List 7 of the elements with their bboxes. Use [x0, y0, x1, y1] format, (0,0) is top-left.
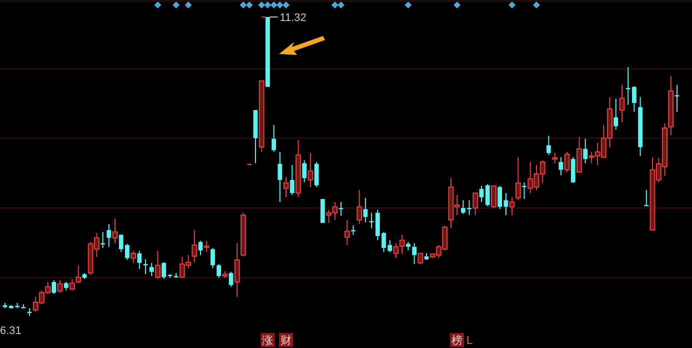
- annotation: 11.32: [280, 12, 306, 24]
- annotation: 11.32: [261, 12, 306, 24]
- event-label: 榜: [450, 333, 464, 347]
- event-label: 涨: [260, 333, 275, 347]
- event-label: L: [466, 334, 472, 347]
- annotation: 6.31: [0, 325, 22, 337]
- event-label: 财: [279, 333, 294, 347]
